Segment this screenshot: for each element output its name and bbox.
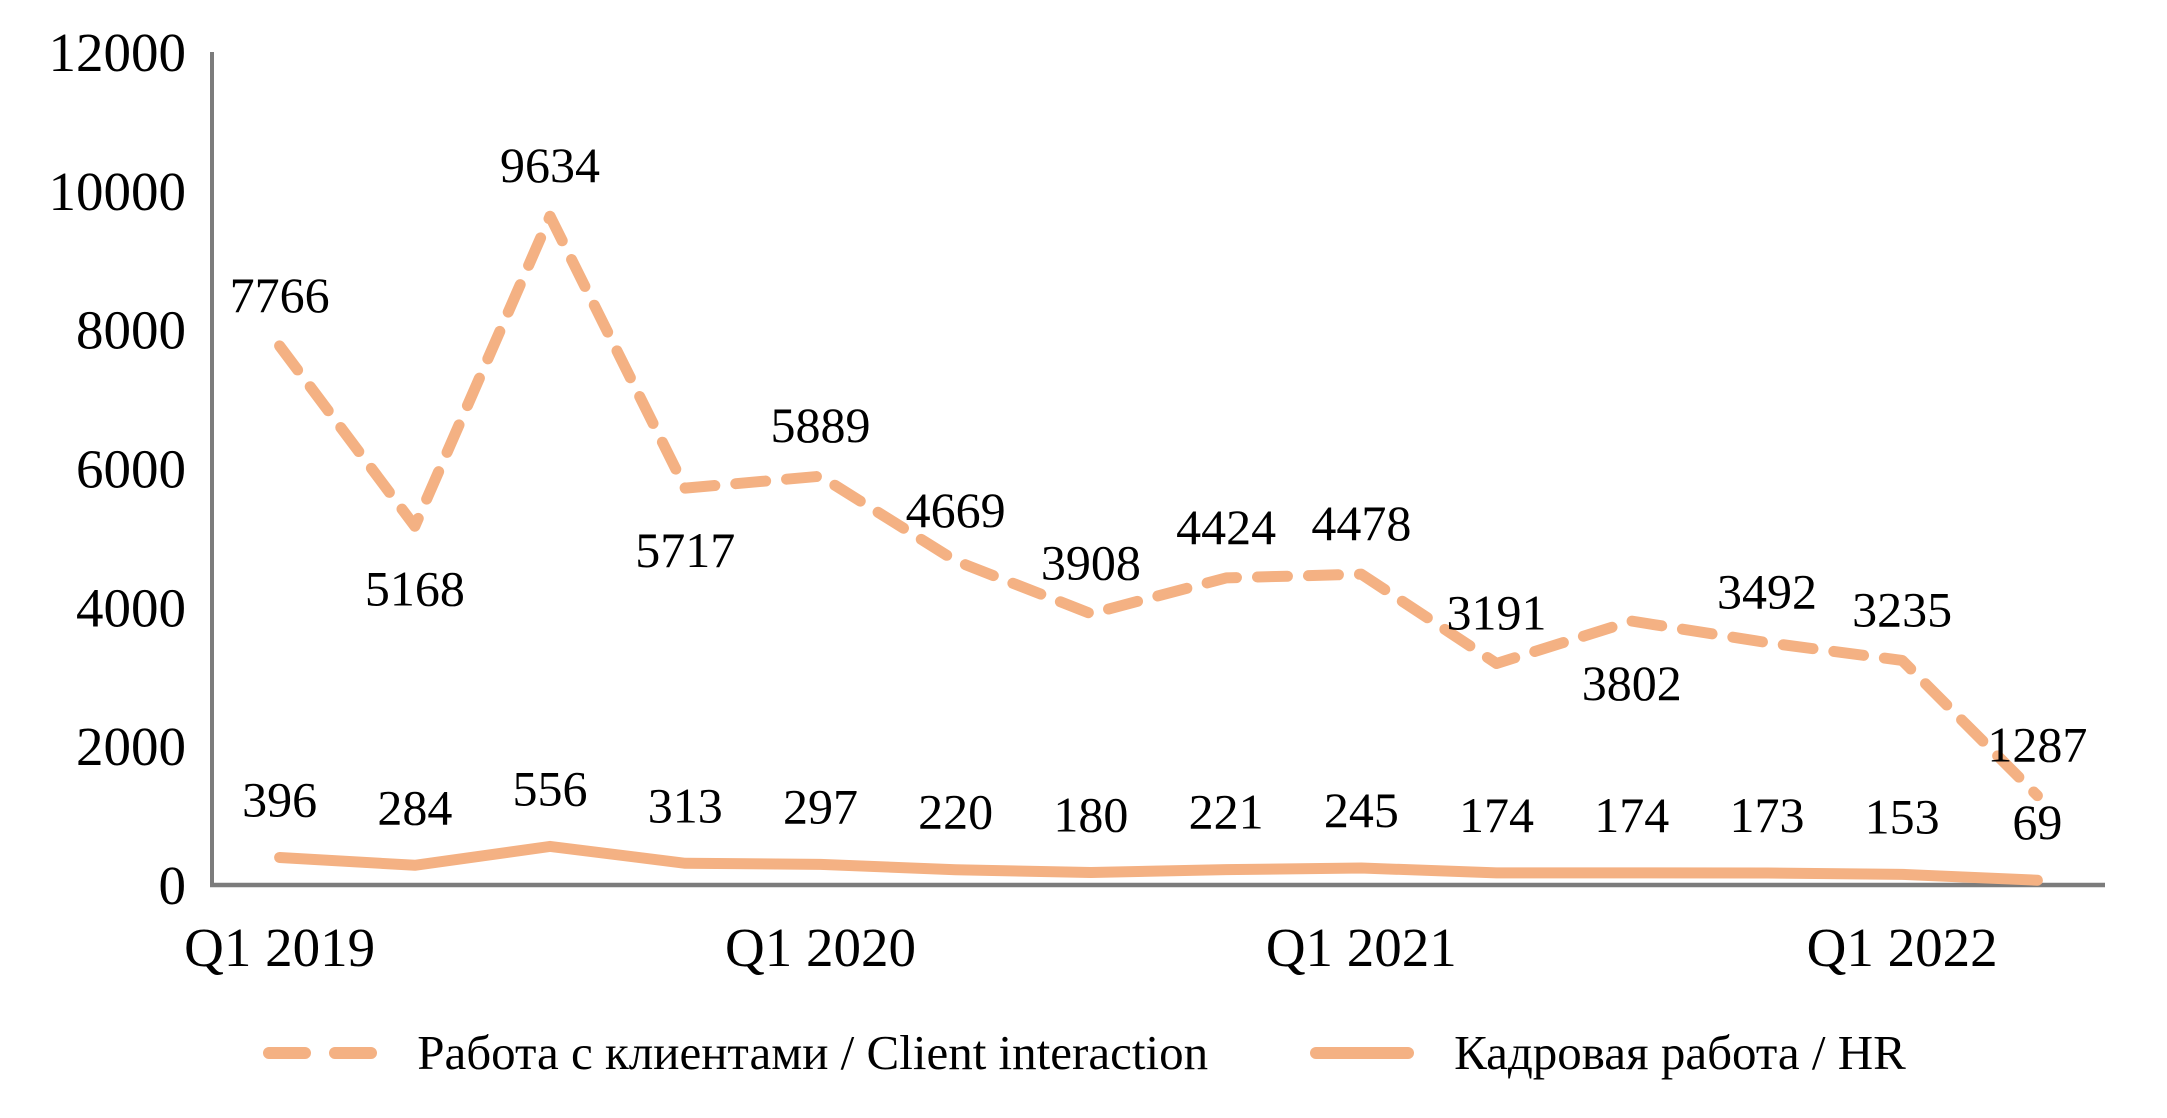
data-label: 5889: [770, 397, 870, 453]
data-label: 1287: [1987, 717, 2087, 773]
data-label: 180: [1053, 787, 1128, 843]
series-line-hr: [274, 840, 2043, 886]
y-tick-label: 12000: [49, 22, 187, 83]
data-label: 313: [648, 777, 723, 833]
x-tick-label: Q1 2021: [1266, 917, 1457, 978]
data-label: 3492: [1717, 564, 1817, 620]
y-tick-label: 4000: [76, 577, 186, 638]
data-label: 221: [1189, 784, 1264, 840]
data-label: 9634: [500, 137, 600, 193]
data-label: 245: [1324, 782, 1399, 838]
data-label: 3802: [1582, 655, 1682, 711]
chart-canvas: 0 2000 4000 6000 8000 10000 12000 Q1 2019 Q1 202…: [49, 22, 2105, 978]
y-tick-label: 8000: [76, 300, 186, 361]
y-tick-label: 2000: [76, 716, 186, 777]
chart-legend: Работа с клиентами / Client interaction …: [0, 1000, 2167, 1105]
dashed-line-swatch: [263, 1046, 378, 1059]
legend-item-hr: Кадровая работа / HR: [1308, 1024, 1906, 1081]
data-label: 556: [513, 760, 588, 816]
solid-line-swatch: [1310, 1046, 1415, 1059]
series-line-client-interaction: [274, 210, 2043, 802]
data-label: 3191: [1447, 584, 1547, 640]
x-tick-label: Q1 2020: [725, 917, 916, 978]
data-label: 174: [1459, 787, 1534, 843]
data-label: 7766: [230, 267, 330, 323]
data-label: 69: [2012, 794, 2062, 850]
data-label: 173: [1729, 787, 1804, 843]
data-label: 4478: [1311, 495, 1411, 551]
data-label: 5168: [365, 560, 465, 616]
data-label: 297: [783, 778, 858, 834]
data-label: 3908: [1041, 535, 1141, 591]
x-tick-label: Q1 2022: [1807, 917, 1998, 978]
y-tick-label: 10000: [49, 161, 187, 222]
data-label: 4424: [1176, 499, 1276, 555]
legend-item-client-interaction: Работа с клиентами / Client interaction: [261, 1024, 1208, 1081]
data-label: 4669: [906, 482, 1006, 538]
y-tick-label: 6000: [76, 439, 186, 500]
data-label: 5717: [635, 522, 735, 578]
data-label: 284: [377, 779, 452, 835]
y-tick-label: 0: [159, 855, 187, 916]
data-label: 220: [918, 784, 993, 840]
data-label: 396: [242, 772, 317, 828]
data-label: 153: [1865, 788, 1940, 844]
data-label: 174: [1594, 787, 1669, 843]
data-label: 3235: [1852, 581, 1952, 637]
x-tick-label: Q1 2019: [184, 917, 375, 978]
legend-label-client-interaction: Работа с клиентами / Client interaction: [417, 1025, 1209, 1080]
legend-label-hr: Кадровая работа / HR: [1454, 1025, 1906, 1080]
